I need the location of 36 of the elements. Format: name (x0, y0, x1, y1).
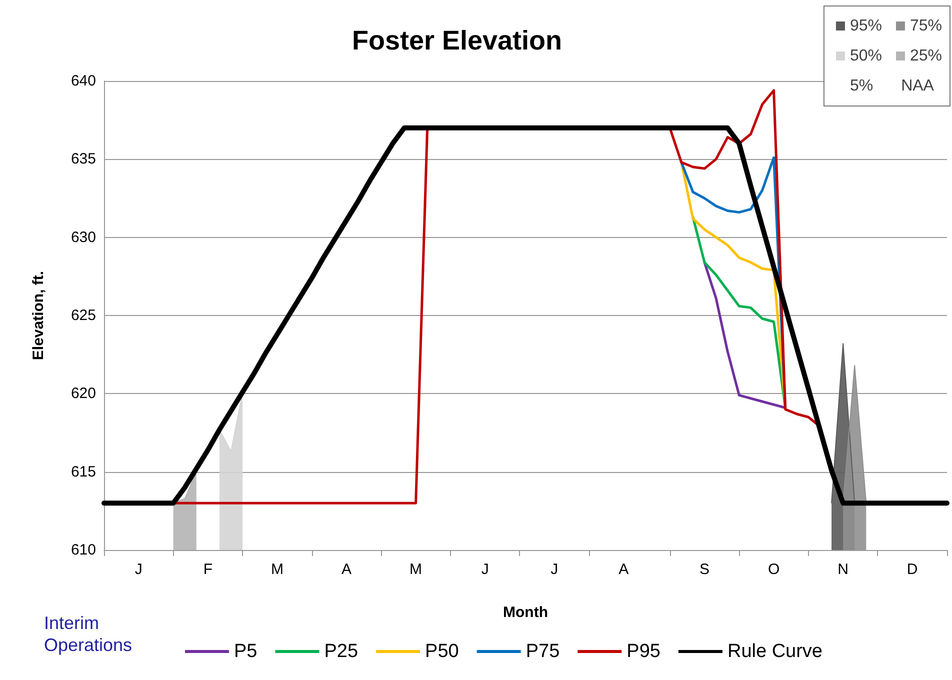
y-tick-label: 640 (70, 72, 96, 90)
chart-title: Foster Elevation (352, 26, 562, 56)
legend-label: Rule Curve (727, 641, 823, 662)
y-tick-label: 620 (70, 385, 96, 402)
legend-label: P5 (234, 641, 258, 662)
legend-label: 50% (850, 48, 882, 64)
y-tick-label: 625 (70, 307, 96, 324)
y-tick-label: 610 (70, 542, 96, 558)
legend-label: P50 (425, 641, 459, 662)
text: 5% (850, 78, 874, 94)
y-tick-label: 615 (70, 463, 96, 480)
line-series (703, 261, 787, 409)
x-tick-label: S (699, 561, 710, 578)
x-tick-label: M (410, 561, 422, 578)
legend-label: 95% (850, 18, 882, 34)
x-tick-label: J (550, 561, 558, 578)
legend-label: P25 (324, 641, 358, 662)
y-tick-label: 635 (70, 150, 96, 168)
legend-label: P75 (526, 641, 560, 662)
legend-title: Interim Operations (44, 613, 132, 655)
legend-label: 75% (910, 18, 942, 34)
x-tick-label: D (906, 561, 918, 578)
y-tick-label: 630 (70, 228, 96, 246)
x-tick-label: F (203, 561, 213, 578)
legend-label: P95 (626, 641, 660, 662)
y-axis-title: Elevation, ft. (30, 270, 47, 360)
x-tick-label: O (768, 561, 780, 578)
x-tick-label: N (838, 561, 848, 578)
x-tick-label: M (270, 561, 284, 578)
x-tick-label: J (134, 561, 142, 578)
x-tick-label: A (342, 561, 352, 578)
x-tick-label: J (481, 561, 489, 578)
x-tick-label: A (618, 561, 629, 578)
text: NAA (901, 78, 934, 94)
x-axis-title: Month (503, 604, 548, 621)
legend-label: 25% (910, 48, 942, 64)
